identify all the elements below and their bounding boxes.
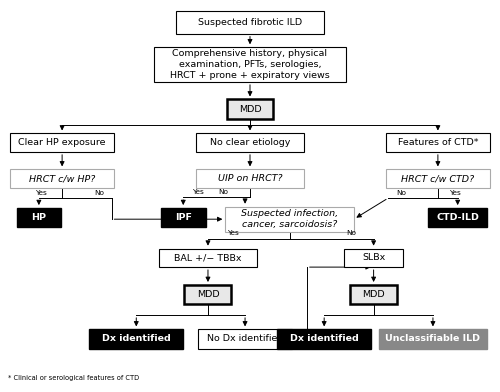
FancyBboxPatch shape — [386, 133, 490, 152]
Text: CTD-ILD: CTD-ILD — [436, 213, 479, 222]
Text: No: No — [218, 189, 228, 195]
FancyBboxPatch shape — [176, 11, 324, 34]
Text: Dx identified: Dx identified — [290, 334, 358, 343]
Text: Yes: Yes — [227, 230, 238, 236]
Text: Comprehensive history, physical
examination, PFTs, serologies,
HRCT + prone + ex: Comprehensive history, physical examinat… — [170, 49, 330, 80]
Text: Yes: Yes — [192, 189, 204, 195]
Text: Suspected fibrotic ILD: Suspected fibrotic ILD — [198, 18, 302, 27]
FancyBboxPatch shape — [154, 47, 346, 82]
FancyBboxPatch shape — [378, 329, 488, 348]
Text: SLBx: SLBx — [362, 253, 385, 262]
Text: * Clinical or serological features of CTD: * Clinical or serological features of CT… — [8, 375, 139, 381]
FancyBboxPatch shape — [196, 169, 304, 188]
FancyBboxPatch shape — [277, 329, 371, 348]
FancyBboxPatch shape — [428, 208, 488, 227]
FancyBboxPatch shape — [90, 329, 183, 348]
Text: Yes: Yes — [36, 190, 47, 196]
FancyBboxPatch shape — [161, 208, 206, 227]
FancyBboxPatch shape — [184, 285, 232, 304]
Text: HRCT c/w CTD?: HRCT c/w CTD? — [402, 174, 474, 183]
FancyBboxPatch shape — [386, 169, 490, 188]
FancyBboxPatch shape — [10, 169, 114, 188]
FancyBboxPatch shape — [158, 249, 258, 267]
FancyBboxPatch shape — [226, 100, 274, 119]
Text: No: No — [346, 230, 356, 236]
Text: No clear etiology: No clear etiology — [210, 138, 290, 147]
FancyBboxPatch shape — [344, 249, 404, 267]
Text: HRCT c/w HP?: HRCT c/w HP? — [29, 174, 95, 183]
Text: BAL +/− TBBx: BAL +/− TBBx — [174, 253, 242, 262]
Text: Dx identified: Dx identified — [102, 334, 170, 343]
FancyBboxPatch shape — [10, 133, 114, 152]
Text: Features of CTD*: Features of CTD* — [398, 138, 478, 147]
Text: UIP on HRCT?: UIP on HRCT? — [218, 174, 282, 183]
Text: No: No — [94, 190, 104, 196]
FancyBboxPatch shape — [350, 285, 397, 304]
Text: Unclassifiable ILD: Unclassifiable ILD — [386, 334, 480, 343]
Text: MDD: MDD — [196, 290, 220, 299]
Text: Clear HP exposure: Clear HP exposure — [18, 138, 106, 147]
Text: MDD: MDD — [238, 105, 262, 114]
FancyBboxPatch shape — [16, 208, 61, 227]
Text: Suspected infection,
cancer, sarcoidosis?: Suspected infection, cancer, sarcoidosis… — [241, 209, 338, 229]
Text: No: No — [396, 190, 406, 196]
FancyBboxPatch shape — [198, 329, 292, 348]
Text: IPF: IPF — [175, 213, 192, 222]
Text: No Dx identified: No Dx identified — [207, 334, 283, 343]
Text: MDD: MDD — [362, 290, 385, 299]
Text: Yes: Yes — [450, 190, 461, 196]
FancyBboxPatch shape — [226, 207, 354, 232]
Text: HP: HP — [32, 213, 46, 222]
FancyBboxPatch shape — [196, 133, 304, 152]
